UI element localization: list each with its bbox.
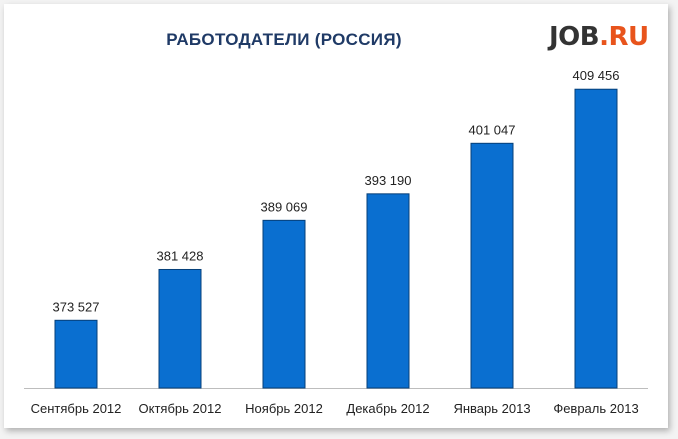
value-label-6: 409 456 [573, 68, 620, 83]
job-ru-logo: JOB.RU [549, 22, 649, 52]
value-label-4: 393 190 [365, 173, 412, 188]
bar-3 [262, 219, 306, 389]
category-label-3: Ноябрь 2012 [245, 401, 323, 416]
bar-4 [366, 193, 410, 389]
bars-group [54, 88, 618, 389]
category-labels-group: Сентябрь 2012 Октябрь 2012 Ноябрь 2012 Дека… [31, 401, 639, 416]
category-label-5: Январь 2013 [453, 401, 530, 416]
category-label-2: Октябрь 2012 [139, 401, 222, 416]
bar-1 [54, 319, 98, 389]
logo-text-job: JOB [549, 22, 600, 52]
value-label-1: 373 527 [53, 299, 100, 314]
bar-5 [470, 142, 514, 389]
value-labels-group: 373 527 381 428 389 069 393 190 401 047 409 4… [53, 68, 620, 314]
value-label-2: 381 428 [157, 248, 204, 263]
chart-card: РАБОТОДАТЕЛИ (РОССИЯ) JOB.RU [4, 4, 668, 428]
bar-2 [158, 268, 202, 389]
chart-title: РАБОТОДАТЕЛИ (РОССИЯ) [166, 30, 402, 49]
logo-text-ru: .RU [599, 22, 649, 52]
bar-6 [574, 88, 618, 389]
category-label-4: Декабрь 2012 [346, 401, 429, 416]
category-label-1: Сентябрь 2012 [31, 401, 122, 416]
value-label-5: 401 047 [469, 122, 516, 137]
value-label-3: 389 069 [261, 199, 308, 214]
category-label-6: Февраль 2013 [553, 401, 638, 416]
